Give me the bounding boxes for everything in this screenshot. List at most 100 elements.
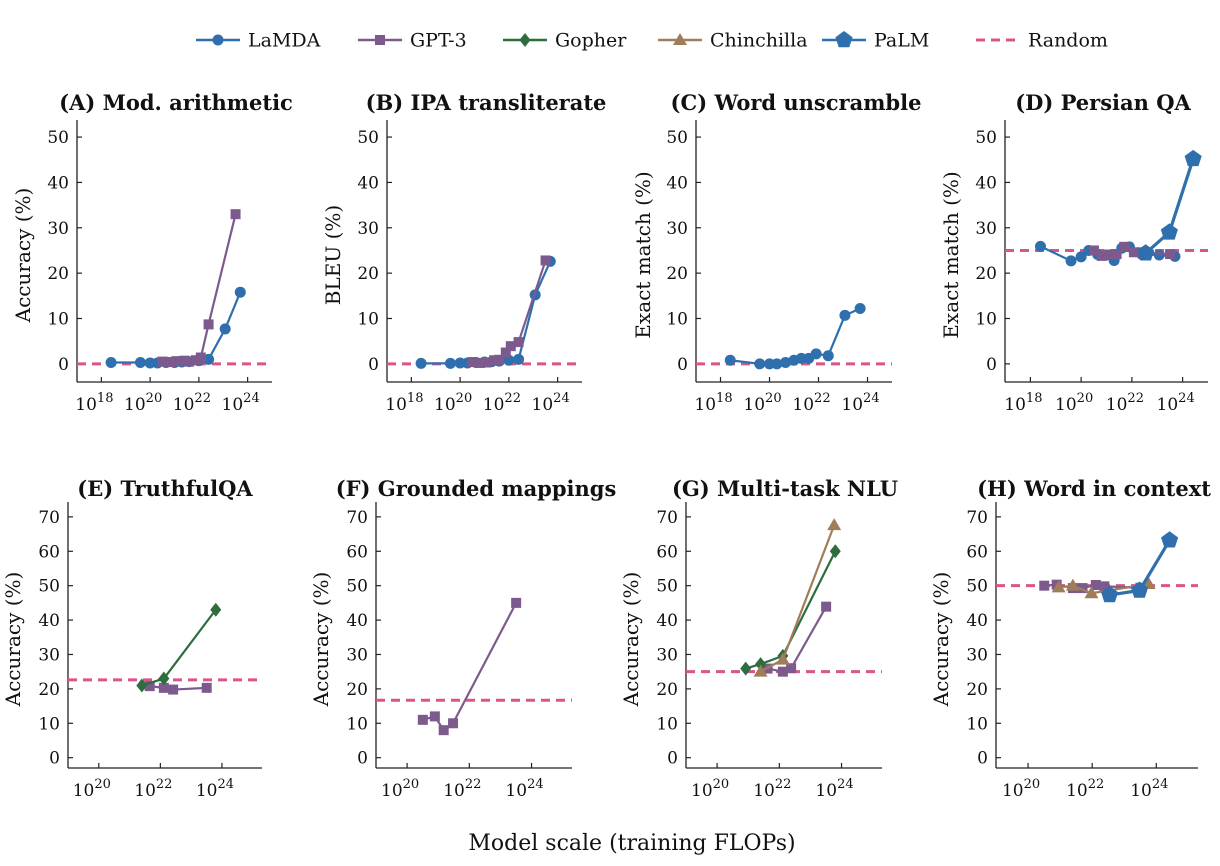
panel-e-y-tick-label: 70	[38, 508, 60, 528]
panel-b-y-tick-label: 50	[357, 128, 379, 148]
panel-e-gpt3-point	[144, 681, 155, 692]
panel-c-lamda-point	[822, 350, 834, 362]
panel-g-chinchilla-point	[827, 518, 842, 531]
panel-b-gpt3-point	[513, 337, 524, 348]
panel-g-y-tick-label: 0	[667, 749, 678, 769]
panel-h-y-tick-label: 70	[966, 508, 988, 528]
legend-item-gpt3: GPT-3	[358, 30, 467, 52]
panel-d-title: (D) Persian QA	[1015, 90, 1191, 115]
panel-d-y-tick-label: 40	[975, 173, 997, 193]
panel-h-palm-point	[1130, 581, 1149, 598]
panel-b-gpt3-point	[505, 341, 516, 352]
panel-f-y-tick-label: 50	[346, 577, 368, 597]
panel-f-x-tick-label: 1020	[381, 777, 419, 801]
panel-d-palm-point	[1137, 244, 1155, 261]
panel-e-y-tick-label: 20	[38, 680, 60, 700]
panel-c-y-tick-label: 10	[666, 310, 688, 330]
panel-h-y-tick-label: 60	[966, 542, 988, 562]
panel-c-y-axis-label: Exact match (%)	[631, 171, 655, 338]
panel-a-y-tick-label: 50	[47, 128, 69, 148]
panel-h-y-tick-label: 0	[977, 749, 988, 769]
panel-a-lamda-point	[105, 356, 117, 368]
panel-a-y-axis-label: Accuracy (%)	[11, 188, 35, 324]
panel-c-x-tick-label: 1022	[792, 391, 830, 415]
panel-d-x-tick-label: 1022	[1106, 391, 1144, 415]
panel-g-gopher-point	[740, 661, 752, 676]
panel-g-gopher-point	[829, 544, 841, 559]
panel-c-x-tick-label: 1024	[841, 391, 879, 415]
panel-g-y-tick-label: 70	[656, 508, 678, 528]
panel-c-y-tick-label: 50	[666, 128, 688, 148]
panel-c-y-tick-label: 0	[677, 355, 688, 375]
panel-d-y-tick-label: 10	[975, 310, 997, 330]
panel-e-gpt3-point	[201, 682, 212, 693]
panel-h-chinchilla-point	[1084, 586, 1099, 599]
panel-e-gopher-point	[158, 671, 170, 686]
panel-c-lamda-point	[771, 358, 783, 370]
panel-d-gpt3-point	[1128, 247, 1139, 258]
panel-c-lamda-point	[810, 348, 822, 360]
panel-e-gpt3-line	[149, 685, 207, 691]
panel-e-y-tick-label: 10	[38, 714, 60, 734]
panel-h-series-chinchilla	[1051, 576, 1156, 599]
panel-g-chinchilla-point	[753, 664, 768, 677]
panel-a-lamda-point	[203, 353, 215, 365]
panel-b-gpt3-point	[500, 347, 511, 358]
panel-e-title: (E) TruthfulQA	[77, 476, 253, 501]
panel-b-series-lamda	[415, 255, 556, 369]
panel-e-series-gpt3	[144, 681, 212, 695]
panel-d-y-axis-label: Exact match (%)	[939, 171, 963, 338]
panel-b-y-tick-label: 10	[357, 310, 379, 330]
panel-a-y-tick-label: 10	[47, 310, 69, 330]
panel-b-lamda-line	[421, 260, 552, 365]
legend-label-gopher: Gopher	[555, 30, 627, 52]
panel-d-x-tick-label: 1024	[1157, 391, 1195, 415]
panel-e-y-tick-label: 40	[38, 611, 60, 631]
panel-c-x-tick-label: 1020	[743, 391, 781, 415]
panel-c-title: (C) Word unscramble	[671, 90, 922, 115]
panel-d-gpt3-point	[1111, 249, 1122, 260]
panel-h-gpt3-point	[1090, 579, 1101, 590]
panel-e-x-tick-label: 1020	[73, 777, 111, 801]
panel-a-series-gpt3	[157, 209, 241, 368]
panel-a-gpt3-point	[184, 356, 195, 367]
panel-e-x-tick-label: 1024	[196, 777, 234, 801]
panel-b-x-tick-label: 1018	[385, 391, 423, 415]
legend-marker-chinchilla	[673, 33, 687, 45]
panel-f-y-axis-label: Accuracy (%)	[309, 572, 333, 708]
panel-c-y-tick-label: 20	[666, 264, 688, 284]
panel-h-chinchilla-point	[1065, 578, 1080, 591]
panel-d-lamda-point	[1065, 255, 1077, 267]
panel-b-x-tick-label: 1024	[532, 391, 570, 415]
panel-e-series-gopher	[136, 602, 222, 693]
panel-e-gopher-line	[141, 609, 217, 687]
legend-label-palm: PaLM	[874, 30, 929, 52]
panel-d-y-tick-label: 50	[975, 128, 997, 148]
panel-g-gopher-point	[755, 657, 767, 672]
panel-g-y-tick-label: 10	[656, 714, 678, 734]
panel-h-chinchilla-point	[1051, 580, 1066, 593]
panel-f-gpt3-point	[429, 711, 440, 722]
panel-h-title: (H) Word in context	[977, 476, 1211, 501]
panel-e-gpt3-point	[158, 682, 169, 693]
panel-e-gpt3-point	[168, 684, 179, 695]
panel-b-series-gpt3	[467, 255, 551, 368]
panel-f-y-tick-label: 60	[346, 542, 368, 562]
panel-c-x-tick-label: 1018	[694, 391, 732, 415]
panel-d-x-tick-label: 1018	[1004, 391, 1042, 415]
panel-b-gpt3-point	[467, 357, 478, 368]
panel-d-y-tick-label: 0	[986, 355, 997, 375]
panel-a-gpt3-point	[230, 209, 241, 220]
panel-c-lamda-point	[780, 356, 792, 368]
panel-a-gpt3-point	[203, 319, 214, 330]
panel-a-gpt3-point	[171, 356, 182, 367]
panel-a-x-tick-label: 1022	[173, 391, 211, 415]
panel-d-gpt3-point	[1119, 241, 1130, 252]
panel-d-x-tick-label: 1020	[1055, 391, 1093, 415]
panel-g-chinchilla-line	[760, 524, 836, 673]
panel-d-gpt3-point	[1096, 250, 1107, 261]
